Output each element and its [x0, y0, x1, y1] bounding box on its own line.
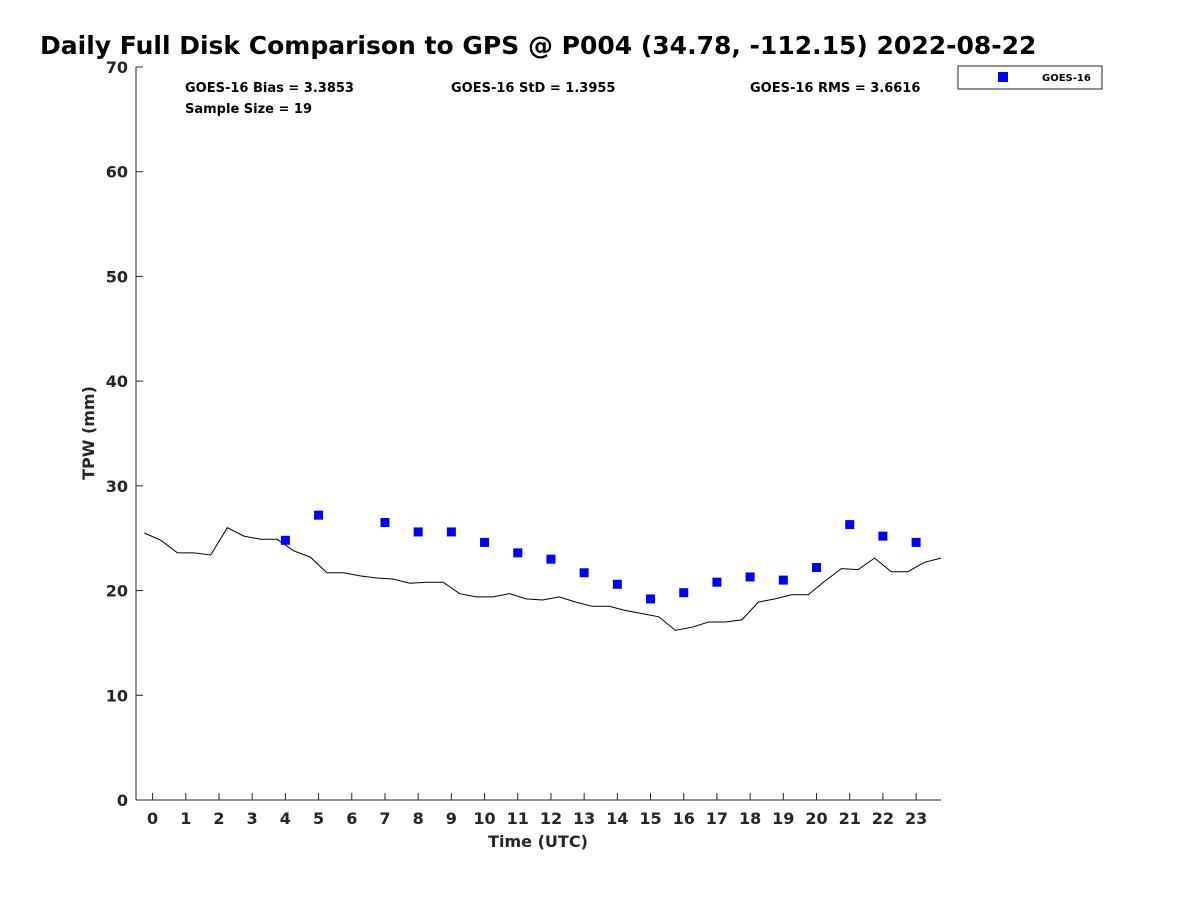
- goes16-point: [911, 537, 921, 547]
- x-tick-label: 9: [446, 809, 457, 828]
- goes16-point: [878, 531, 888, 541]
- goes16-point: [579, 568, 589, 578]
- x-tick-label: 2: [213, 809, 224, 828]
- x-tick-label: 21: [839, 809, 861, 828]
- x-tick-label: 17: [706, 809, 728, 828]
- goes16-point: [446, 527, 456, 537]
- goes16-point: [380, 518, 390, 528]
- goes16-point: [480, 537, 490, 547]
- x-axis-ticks: 0 1 2 3 4 5 6 7 8 9 10 11 12 13 14 15 16 17 18 19 20 21 22 23: [147, 793, 927, 828]
- x-tick-label: 23: [905, 809, 927, 828]
- bias-stat: GOES-16 Bias = 3.3853: [185, 81, 354, 96]
- y-tick-label: 0: [117, 791, 128, 810]
- goes16-point: [745, 572, 755, 582]
- x-tick-label: 14: [606, 809, 628, 828]
- goes16-point: [812, 563, 822, 573]
- x-tick-label: 10: [473, 809, 495, 828]
- x-tick-label: 5: [313, 809, 324, 828]
- rms-stat: GOES-16 RMS = 3.6616: [750, 81, 920, 96]
- chart-title: Daily Full Disk Comparison to GPS @ P004…: [40, 31, 1036, 60]
- x-tick-label: 15: [639, 809, 661, 828]
- y-tick-label: 10: [106, 686, 128, 705]
- goes16-point: [612, 579, 622, 589]
- legend-label-goes16: GOES-16: [1042, 73, 1091, 84]
- goes16-point: [546, 554, 556, 564]
- x-tick-label: 3: [247, 809, 258, 828]
- x-tick-label: 1: [180, 809, 191, 828]
- y-tick-label: 30: [106, 477, 128, 496]
- x-tick-label: 11: [507, 809, 529, 828]
- goes16-point: [280, 535, 290, 545]
- y-tick-label: 40: [106, 372, 128, 391]
- goes16-point: [513, 548, 523, 558]
- x-tick-label: 22: [872, 809, 894, 828]
- legend-marker-goes16: [998, 72, 1008, 82]
- goes16-point: [778, 575, 788, 585]
- y-tick-label: 20: [106, 582, 128, 601]
- goes16-point: [646, 594, 656, 604]
- sample-size-stat: Sample Size = 19: [185, 102, 312, 117]
- x-tick-label: 12: [540, 809, 562, 828]
- x-axis-label: Time (UTC): [488, 832, 588, 851]
- series-layer: [144, 510, 942, 631]
- x-tick-label: 0: [147, 809, 158, 828]
- goes16-point: [845, 520, 855, 530]
- x-tick-label: 6: [346, 809, 357, 828]
- x-tick-label: 7: [379, 809, 390, 828]
- x-tick-label: 4: [280, 809, 291, 828]
- plot-area: [135, 67, 941, 801]
- x-tick-label: 16: [673, 809, 695, 828]
- y-tick-label: 70: [106, 58, 128, 77]
- std-stat: GOES-16 StD = 1.3955: [451, 81, 615, 96]
- y-tick-label: 60: [106, 163, 128, 182]
- plot-background: [136, 67, 941, 800]
- legend-box: [957, 65, 1103, 90]
- y-axis-label: TPW (mm): [79, 386, 98, 480]
- x-tick-label: 18: [739, 809, 761, 828]
- goes16-point: [712, 577, 722, 587]
- x-tick-label: 13: [573, 809, 595, 828]
- reference-line: [144, 527, 942, 631]
- x-tick-label: 8: [413, 809, 424, 828]
- x-tick-label: 20: [805, 809, 827, 828]
- goes16-point: [679, 588, 689, 598]
- legend: GOES-16: [957, 65, 1103, 90]
- y-tick-label: 50: [106, 267, 128, 286]
- y-axis-ticks: 0 10 20 30 40 50 60 70: [106, 58, 143, 810]
- goes16-point: [413, 527, 423, 537]
- x-tick-label: 19: [772, 809, 794, 828]
- goes16-point: [314, 510, 324, 520]
